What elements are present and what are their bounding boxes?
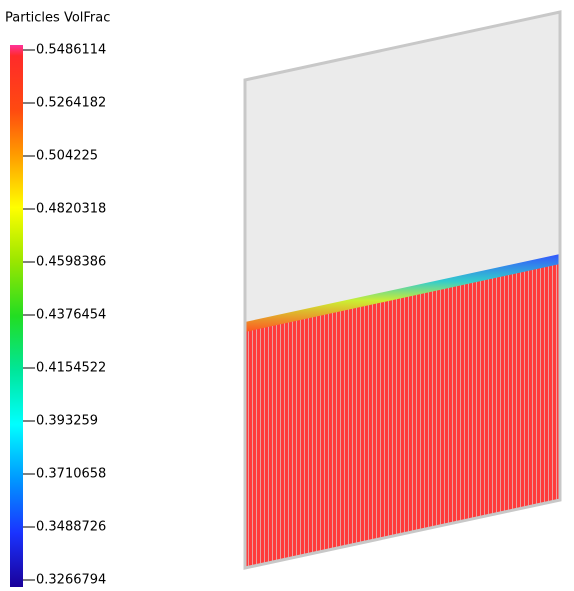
- tick-label: 0.4820318: [36, 202, 106, 217]
- tick-label: 0.4376454: [36, 308, 106, 323]
- interface: [245, 254, 560, 332]
- tick-label: 0.3488726: [36, 520, 106, 535]
- tick-label: 0.5264182: [36, 96, 106, 111]
- clear-region: [245, 12, 560, 325]
- slab: [243, 10, 562, 570]
- tick-label: 0.3266794: [36, 573, 106, 588]
- tick-label: 0.4154522: [36, 361, 106, 376]
- settled-region: [245, 262, 560, 568]
- tick-label: 0.504225: [36, 149, 98, 164]
- colorbar: [10, 45, 23, 587]
- colorbar-title: Particles VolFrac: [5, 11, 110, 26]
- tick-label: 0.3710658: [36, 467, 106, 482]
- tick-label: 0.4598386: [36, 255, 106, 270]
- slab-outline: [243, 10, 562, 570]
- colorbar-ticks: 0.5486114 0.5264182 0.504225 0.4820318 0.459…: [23, 43, 106, 588]
- tick-label: 0.5486114: [36, 43, 106, 58]
- tick-label: 0.393259: [36, 414, 98, 429]
